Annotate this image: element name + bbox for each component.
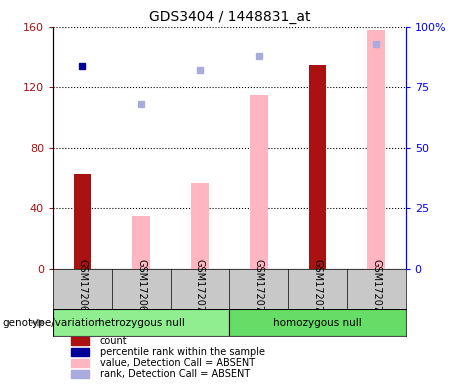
Text: GSM172069: GSM172069 [136,260,146,318]
Title: GDS3404 / 1448831_at: GDS3404 / 1448831_at [148,10,310,25]
Bar [132,216,150,269]
Bar [309,65,326,269]
Text: GSM172071: GSM172071 [254,259,264,319]
Text: homozygous null: homozygous null [273,318,362,328]
Text: hetrozygous null: hetrozygous null [98,318,184,328]
Text: count: count [100,336,128,346]
Text: GSM172072: GSM172072 [313,259,323,319]
Text: value, Detection Call = ABSENT: value, Detection Call = ABSENT [100,358,255,368]
Text: GSM172073: GSM172073 [371,259,381,319]
Bar [367,30,385,269]
Bar [71,359,89,367]
Bar [229,309,406,336]
Bar [71,337,89,345]
Bar [53,309,230,336]
Text: GSM172070: GSM172070 [195,259,205,319]
Text: genotype/variation: genotype/variation [2,318,101,328]
Text: GSM172068: GSM172068 [77,260,88,318]
Bar [74,174,91,269]
Bar [71,348,89,356]
Bar [191,183,209,269]
Text: rank, Detection Call = ABSENT: rank, Detection Call = ABSENT [100,369,250,379]
Bar [250,95,267,269]
Text: percentile rank within the sample: percentile rank within the sample [100,348,265,358]
Bar [71,371,89,378]
